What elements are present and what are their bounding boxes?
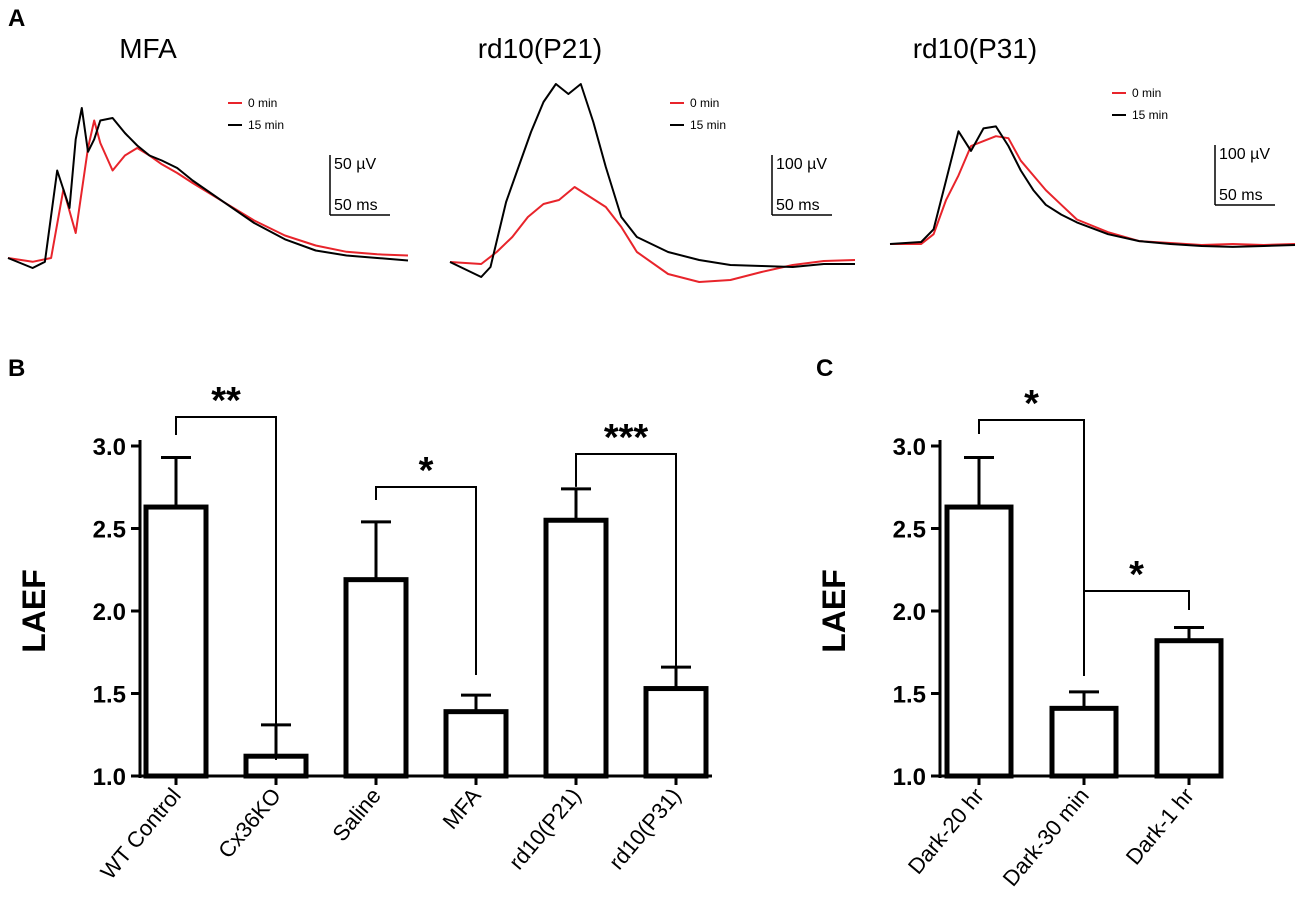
significance-bracket	[175, 416, 277, 760]
significance-bracket	[375, 486, 477, 675]
significance-bracket	[978, 419, 1085, 672]
bar-dark-30-min	[1049, 705, 1119, 779]
y-axis-label: LAEF	[16, 569, 52, 653]
panel-labels: A B C	[8, 5, 833, 382]
trace-subplot-rd10-p21: rd10(P21) 0 min 15 min 100 µV 50 ms	[449, 33, 856, 283]
x-tick-label-cx36ko: Cx36KO	[213, 783, 286, 863]
significance-bracket	[1083, 590, 1190, 676]
legend-label-15-min: 15 min	[248, 118, 284, 132]
bar-rd10-p31	[643, 686, 709, 779]
legend-label-0-min: 0 min	[248, 96, 277, 110]
legend-label-15-min: 15 min	[1132, 108, 1168, 122]
trace-title: rd10(P31)	[913, 33, 1038, 64]
significance-stars: **	[211, 380, 241, 422]
bar-saline	[343, 577, 409, 779]
trace-subplot-rd10-p31: rd10(P31) 0 min 15 min 100 µV 50 ms	[889, 33, 1296, 248]
trace-line-15-min	[889, 125, 1296, 248]
legend-label-0-min: 0 min	[1132, 86, 1161, 100]
y-tick-label: 1.5	[93, 682, 126, 709]
bar-dark-20-hr	[944, 504, 1014, 779]
y-tick-label: 2.5	[893, 517, 926, 544]
significance-stars: *	[1129, 554, 1144, 596]
significance-stars: *	[419, 450, 434, 492]
scale-bar-y-label: 100 µV	[1219, 146, 1270, 163]
x-tick-label-dark-20-hr: Dark-20 hr	[903, 783, 989, 879]
trace-line-0-min	[449, 186, 856, 283]
trace-title: MFA	[119, 33, 177, 64]
trace-title: rd10(P21)	[478, 33, 603, 64]
x-tick-label-rd10-p31: rd10(P31)	[604, 783, 686, 874]
y-tick-label: 2.5	[93, 517, 126, 544]
bar-rd10-p21	[543, 517, 609, 779]
significance-stars: *	[1024, 383, 1039, 425]
y-tick-label: 1.0	[893, 764, 926, 791]
panel-b-bar-chart: 1.0 1.5 2.0 2.5 3.0 LAEF WT Control Cx36KO Salin…	[16, 380, 712, 884]
trace-subplot-mfa: MFA 0 min 15 min 50 µV 50 ms	[7, 33, 409, 269]
y-tick-label: 3.0	[893, 434, 926, 461]
x-tick-label-dark-30-min: Dark-30 min	[998, 783, 1094, 891]
y-tick-label: 1.5	[893, 682, 926, 709]
panel-c-bar-chart: 1.0 1.5 2.0 2.5 3.0 LAEF Dark-20 hr Dark-30 min…	[816, 383, 1224, 891]
x-tick-label-wt-control: WT Control	[95, 783, 185, 884]
significance-stars: ***	[604, 417, 649, 459]
scale-bar-x-label: 50 ms	[334, 197, 378, 214]
bar-wt-control	[143, 504, 209, 779]
panel-a-traces: MFA 0 min 15 min 50 µV 50 ms rd10(P21) 0 min 15…	[7, 33, 1296, 283]
legend-label-0-min: 0 min	[690, 96, 719, 110]
legend-label-15-min: 15 min	[690, 118, 726, 132]
y-tick-label: 1.0	[93, 764, 126, 791]
scale-bar-y-label: 100 µV	[776, 156, 827, 173]
panel-label-a: A	[8, 5, 25, 32]
bar-dark-1-hr	[1154, 638, 1224, 779]
scale-bar-x-label: 50 ms	[776, 197, 820, 214]
y-tick-label: 2.0	[93, 599, 126, 626]
trace-line-15-min	[7, 107, 409, 269]
x-tick-label-rd10-p21: rd10(P21)	[504, 783, 586, 874]
panel-label-c: C	[816, 355, 833, 382]
scale-bar-x-label: 50 ms	[1219, 187, 1263, 204]
significance-bracket	[575, 453, 677, 675]
x-tick-label-dark-1-hr: Dark-1 hr	[1121, 783, 1199, 869]
scale-bar-y-label: 50 µV	[334, 156, 376, 173]
trace-line-15-min	[449, 83, 855, 278]
y-tick-label: 3.0	[93, 434, 126, 461]
y-tick-label: 2.0	[893, 599, 926, 626]
x-tick-label-saline: Saline	[327, 783, 385, 846]
panel-label-b: B	[8, 355, 25, 382]
x-tick-label-mfa: MFA	[438, 783, 486, 834]
bar-mfa	[443, 709, 509, 779]
y-axis-label: LAEF	[816, 569, 852, 653]
